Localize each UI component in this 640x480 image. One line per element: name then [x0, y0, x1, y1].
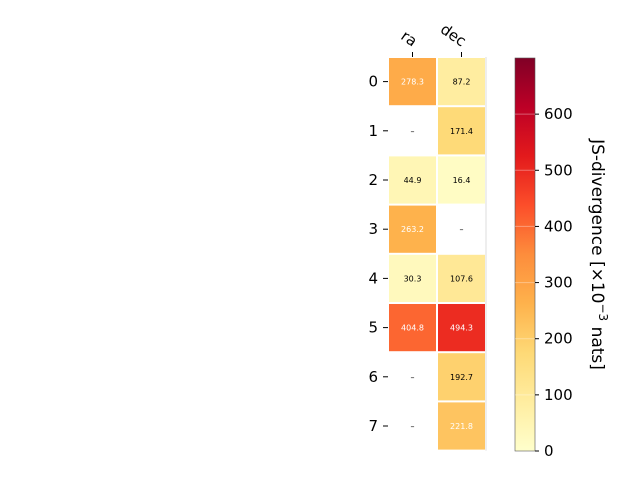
- row-tick-label: 2: [368, 171, 378, 189]
- heatmap-cell: [389, 156, 436, 204]
- colorbar: 0 100 200 300 400 500 600 JS-divergence [×10−3…: [514, 57, 610, 460]
- cell-label: 30.3: [404, 274, 422, 283]
- cell-label: 16.4: [453, 176, 471, 185]
- cell-label: 87.2: [453, 78, 471, 87]
- colorbar-ticks: 0 100 200 300 400 500 600: [515, 105, 573, 460]
- colorbar-tick-label: 0: [544, 442, 554, 460]
- heatmap-cell: [438, 107, 485, 155]
- heatmap-cell: [438, 304, 485, 352]
- heatmap-cell: [438, 353, 485, 401]
- row-tick-label: 7: [368, 417, 378, 435]
- cell-label: 263.2: [401, 225, 424, 234]
- cell-label: 278.3: [401, 78, 424, 87]
- row-tick-label: 5: [368, 319, 378, 337]
- heatmap-cell: [438, 156, 485, 204]
- cell-label: –: [411, 373, 415, 382]
- colorbar-tick-label: 500: [544, 161, 573, 179]
- column-tick-label: dec: [437, 20, 469, 50]
- cell-label: –: [411, 127, 415, 136]
- cell-label: 171.4: [450, 127, 473, 136]
- colorbar-tick-label: 300: [544, 274, 573, 292]
- heatmap-cell: [389, 304, 436, 352]
- heatmap-cells: 278.3 87.2 – 171.4 44.9 16.4 263.2 – 30.3 107.6 40…: [389, 57, 487, 451]
- row-tick-label: 6: [368, 368, 378, 386]
- cell-label: 221.8: [450, 422, 473, 431]
- heatmap-cell: [438, 58, 485, 106]
- heatmap-cell: [389, 58, 436, 106]
- colorbar-tick-label: 100: [544, 386, 573, 404]
- row-tick-label: 0: [368, 73, 378, 91]
- cell-label: 404.8: [401, 324, 424, 333]
- heatmap-cell: [389, 205, 436, 253]
- colorbar-tick-label: 600: [544, 105, 573, 123]
- row-tick-label: 3: [368, 220, 378, 238]
- row-tick-label: 4: [368, 269, 378, 287]
- heatmap-cell: [438, 402, 485, 450]
- heatmap-cell: [389, 254, 436, 302]
- row-axis: 0 1 2 3 4 5 6 7: [368, 73, 388, 435]
- cell-label: 107.6: [450, 274, 473, 283]
- column-tick-label: ra: [398, 27, 421, 51]
- colorbar-tick-label: 200: [544, 330, 573, 348]
- colorbar-gradient: [514, 57, 536, 452]
- row-tick-label: 1: [368, 122, 378, 140]
- cell-label: 494.3: [450, 324, 473, 333]
- heatmap-cell: [438, 254, 485, 302]
- column-axis: ra dec: [398, 20, 470, 57]
- cell-label: 192.7: [450, 373, 473, 382]
- cell-label: 44.9: [404, 176, 422, 185]
- colorbar-label: JS-divergence [×10−3 nats]: [587, 138, 610, 370]
- colorbar-tick-label: 400: [544, 217, 573, 235]
- cell-label: –: [411, 422, 415, 431]
- cell-label: –: [460, 225, 464, 234]
